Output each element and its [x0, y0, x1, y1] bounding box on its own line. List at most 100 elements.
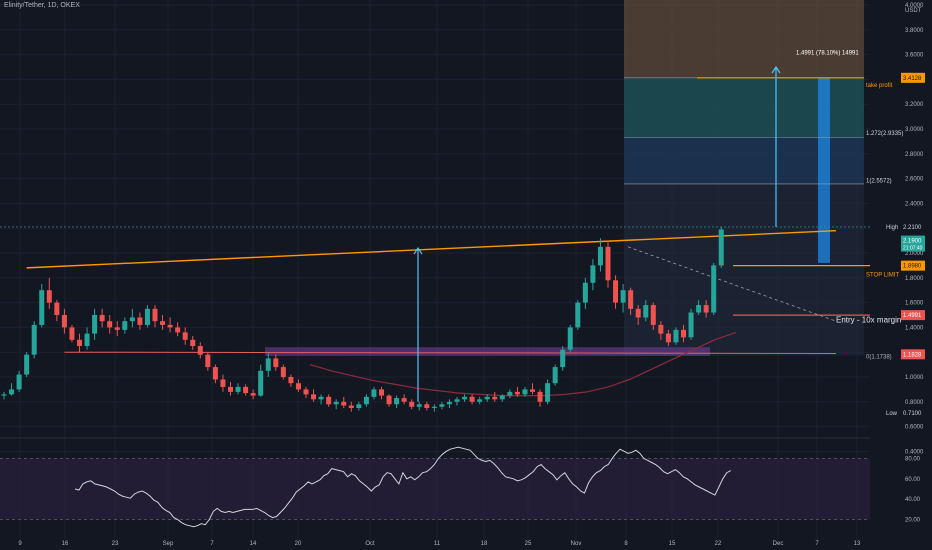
time-tick: 22 — [715, 541, 722, 547]
fib-0-label: 0(1.1738) — [866, 354, 892, 360]
support-zone — [265, 347, 710, 356]
rsi-panel — [0, 437, 932, 528]
candle-body — [295, 383, 301, 390]
axes: USDT4.40004.20004.00003.80003.60003.4000… — [18, 0, 932, 550]
price-tick: 1.8000 — [905, 276, 924, 282]
time-tick: 9 — [18, 541, 22, 547]
last-price-tag-bg — [901, 235, 925, 252]
candle-body — [394, 398, 400, 405]
time-tick: 16 — [62, 541, 69, 547]
candle-body — [628, 290, 634, 309]
fib-zone-top — [624, 0, 864, 78]
high-tag-bg — [901, 221, 925, 232]
time-tick: 11 — [434, 541, 441, 547]
candle-body — [46, 290, 52, 303]
candle-body — [61, 315, 67, 328]
entry-tag: 1.4991 — [903, 313, 922, 319]
high-label: High — [886, 225, 898, 231]
zone-tag-bg — [901, 349, 925, 360]
candle-body — [348, 405, 354, 408]
time-tick: 13 — [854, 541, 861, 547]
candle-body — [167, 324, 173, 328]
candle-body — [650, 305, 656, 325]
candle-body — [311, 394, 317, 400]
time-tick: 15 — [669, 541, 676, 547]
price-tick: 2.6000 — [905, 177, 924, 183]
candle-body — [514, 391, 520, 395]
candle-body — [665, 333, 671, 343]
candle-body — [333, 401, 339, 405]
price-tick: 3.2000 — [905, 102, 924, 108]
candle-body — [567, 327, 573, 350]
candle-body — [31, 324, 37, 355]
time-tick: Oct — [365, 541, 375, 547]
price-axis-bg — [870, 0, 932, 550]
candle-body — [16, 374, 22, 390]
stop-tag-bg — [901, 260, 925, 271]
candle-body — [530, 389, 535, 392]
price-tick: 0.6000 — [905, 425, 924, 431]
annotations: 1.4991 (78.10%) 14991 take profit 1.272(2.… — [796, 51, 903, 361]
candle-body — [688, 312, 694, 338]
candle-body — [152, 308, 158, 322]
price-tick: 3.8000 — [905, 28, 924, 34]
candle-body — [129, 317, 135, 322]
candle-body — [718, 229, 724, 266]
candle-body — [582, 282, 588, 303]
candle-body — [696, 305, 702, 313]
rsi-tick: 20.00 — [905, 518, 921, 524]
candle-body — [552, 367, 558, 384]
candle-body — [92, 315, 98, 334]
candle-body — [54, 302, 60, 315]
rsi-tick: 40.00 — [905, 497, 921, 503]
candle-body — [77, 339, 82, 346]
candle-body — [341, 401, 347, 406]
candle-body — [469, 396, 475, 402]
candle-body — [39, 290, 45, 325]
candle-body — [356, 404, 362, 408]
time-tick: 14 — [250, 541, 257, 547]
candle-body — [379, 389, 384, 396]
candle-body — [439, 404, 445, 407]
time-tick: 18 — [481, 541, 488, 547]
candle-body — [107, 321, 113, 328]
candle-body — [545, 383, 551, 402]
candle-body — [114, 327, 120, 330]
fib-1-label: 1(2.5572) — [866, 178, 892, 184]
candle-body — [303, 389, 309, 395]
candle-body — [326, 396, 332, 405]
position-bar — [818, 77, 830, 263]
candle-body — [590, 265, 596, 283]
price-tick: 2.4000 — [905, 201, 924, 207]
candle-body — [560, 349, 566, 368]
zone-tag: 1.1828 — [903, 352, 922, 358]
low-label: Low — [886, 411, 898, 417]
support-trendline — [64, 351, 837, 354]
candle-body — [137, 317, 143, 325]
candle-body — [235, 386, 241, 392]
price-tick: 4.0000 — [905, 3, 924, 9]
candle-body — [273, 358, 279, 368]
candle-body — [258, 370, 264, 396]
target-arrow-head — [771, 65, 781, 74]
time-tick: 23 — [112, 541, 119, 547]
candlestick-series — [1, 226, 724, 412]
low-tag: 0.7100 — [903, 411, 922, 417]
rsi-band — [0, 458, 870, 520]
candle-body — [484, 396, 490, 400]
candle-body — [658, 324, 664, 334]
candle-body — [454, 399, 460, 402]
measured-move-arrow-head — [413, 246, 423, 255]
candle-body — [522, 389, 528, 395]
price-tick: 3.0000 — [905, 127, 924, 133]
candle-body — [499, 395, 505, 400]
candle-body — [144, 308, 150, 325]
price-axis-unit: USDT — [905, 8, 922, 14]
candle-body — [197, 346, 203, 355]
time-tick: Sep — [163, 541, 174, 547]
last-price-tag-sub: 21:07:40 — [903, 246, 923, 252]
moving-average-line — [309, 331, 737, 397]
candle-body — [280, 367, 286, 377]
candle-body — [424, 404, 430, 408]
